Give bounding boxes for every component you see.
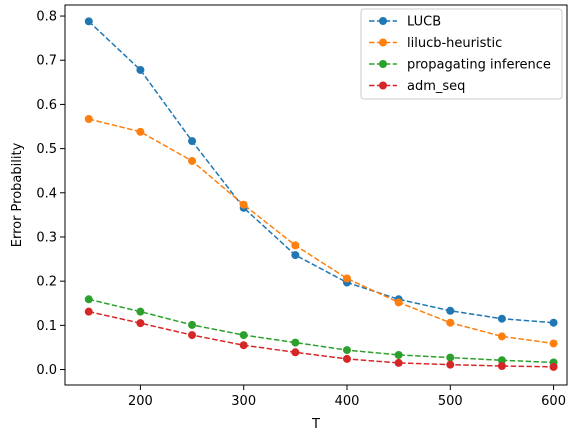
- data-point: [446, 353, 455, 362]
- data-point: [446, 306, 455, 315]
- data-point: [291, 338, 300, 347]
- data-point: [497, 362, 506, 370]
- data-point: [342, 274, 351, 283]
- legend-box: [360, 8, 563, 100]
- data-point: [446, 318, 455, 327]
- legend-marker: [379, 60, 387, 68]
- legend-item: lilucb-heuristic: [369, 36, 502, 51]
- x-tick-label: 300: [231, 394, 256, 409]
- x-axis-label: T: [311, 417, 320, 432]
- data-point: [239, 331, 248, 340]
- series-layer: [84, 17, 558, 371]
- x-tick-label: 200: [128, 394, 153, 409]
- data-point: [394, 298, 403, 307]
- data-point: [497, 314, 506, 323]
- y-tick-label: 0.7: [36, 54, 57, 69]
- data-point: [188, 331, 197, 340]
- legend: LUCB lilucb-heuristic propagating inferenc…: [360, 8, 563, 100]
- data-point: [136, 307, 145, 316]
- data-point: [84, 295, 93, 304]
- y-axis-ticks: 0.0 0.1 0.2 0.3 0.4 0.5 0.6 0.7 0.8: [36, 10, 65, 378]
- series-line: [88, 310, 554, 368]
- legend-marker: [379, 17, 387, 25]
- data-point: [84, 307, 93, 316]
- y-tick-label: 0.4: [36, 186, 57, 201]
- data-point: [188, 137, 197, 146]
- data-point: [342, 346, 351, 355]
- data-point: [394, 350, 403, 359]
- legend-label: adm_seq: [407, 79, 465, 94]
- y-tick-label: 0.2: [36, 275, 57, 290]
- data-point: [84, 17, 93, 26]
- data-point: [291, 241, 300, 250]
- y-tick-label: 0.3: [36, 230, 57, 245]
- legend-item: propagating inference: [369, 58, 551, 73]
- data-point: [446, 360, 455, 369]
- legend-marker: [379, 81, 387, 90]
- legend-item: LUCB: [369, 15, 441, 30]
- data-point: [136, 65, 145, 74]
- legend-item: adm_seq: [369, 79, 465, 94]
- y-tick-label: 0.5: [36, 142, 57, 157]
- y-tick-label: 0.6: [36, 98, 57, 113]
- series-1: [84, 115, 558, 348]
- series-line: [88, 298, 554, 364]
- x-tick-label: 400: [335, 394, 360, 409]
- data-point: [84, 115, 93, 123]
- legend-label: LUCB: [407, 15, 441, 30]
- y-tick-label: 0.8: [36, 10, 57, 25]
- x-tick-label: 500: [438, 394, 463, 409]
- data-point: [342, 354, 351, 363]
- data-point: [394, 358, 403, 367]
- data-point: [136, 127, 145, 136]
- x-axis-ticks: 200 300 400 500 600: [128, 385, 566, 409]
- series-3: [84, 307, 558, 371]
- data-point: [188, 156, 197, 165]
- data-point: [136, 319, 145, 328]
- legend-label: lilucb-heuristic: [407, 36, 502, 51]
- y-tick-label: 0.1: [36, 319, 57, 334]
- legend-marker: [379, 38, 387, 47]
- series-line: [88, 20, 554, 324]
- data-point: [291, 251, 300, 260]
- data-point: [291, 348, 300, 357]
- y-tick-label: 0.0: [36, 363, 57, 378]
- data-point: [549, 362, 558, 371]
- data-point: [549, 339, 558, 348]
- x-tick-label: 600: [541, 394, 566, 409]
- data-point: [497, 356, 506, 365]
- data-point: [497, 332, 506, 341]
- data-point: [239, 341, 248, 350]
- series-line: [88, 118, 554, 345]
- data-point: [188, 320, 197, 329]
- data-point: [239, 200, 248, 209]
- legend-label: propagating inference: [407, 58, 551, 73]
- y-axis-label: Error Probability: [10, 142, 25, 247]
- data-point: [549, 318, 558, 327]
